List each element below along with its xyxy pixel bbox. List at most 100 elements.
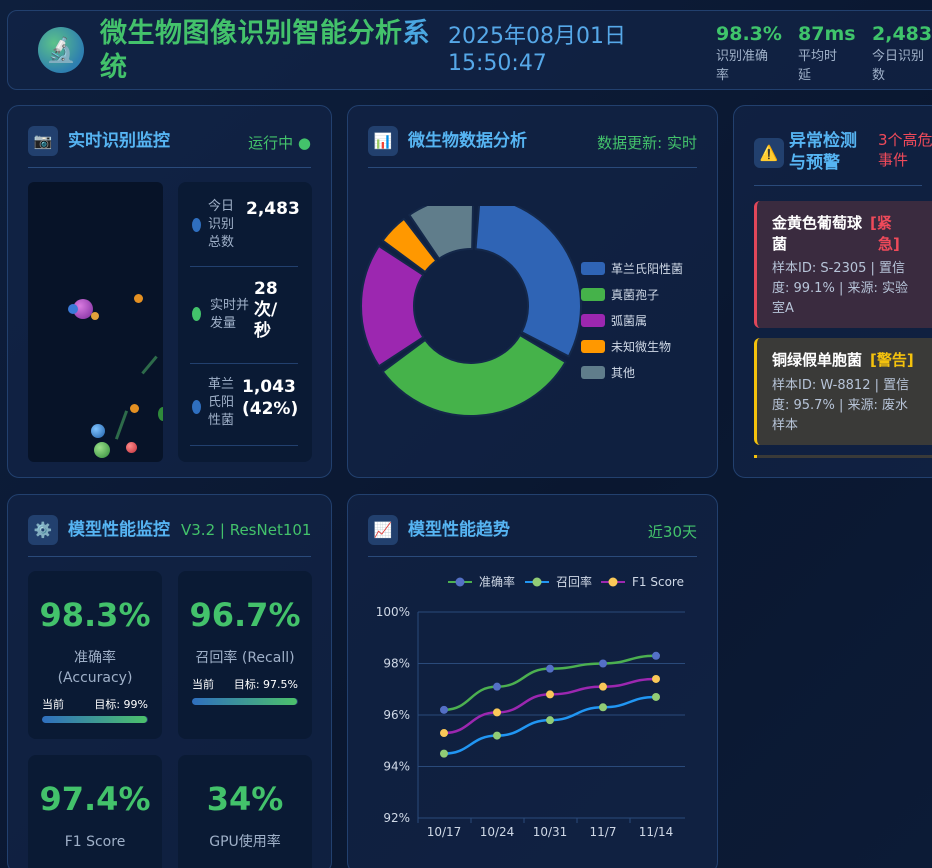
data-point[interactable] — [440, 749, 448, 758]
legend-swatch — [581, 262, 605, 275]
performance-trend-panel: 📈 模型性能趋势 近30天 准确率 召回率 F1 Score 92% 94% 96% 98%… — [347, 494, 718, 868]
legend-label: 召回率 — [556, 574, 592, 589]
realtime-monitor-panel: 📷 实时识别监控 运行中 ● 今日 识别 总数 2,483 实时并 发量 — [7, 105, 332, 478]
kpi-accuracy: 98.3% 识别准确 率 — [716, 23, 782, 83]
alert-item[interactable]: 金黄色葡萄球 [紧菌急] 样本ID: S-2305 | 置信 度: 99.1% | … — [754, 201, 932, 328]
trend-icon: 📈 — [368, 515, 398, 545]
bullet-icon — [192, 400, 201, 414]
legend-swatch — [581, 314, 605, 327]
microscope-view[interactable] — [28, 182, 163, 462]
stat-today-total: 今日 识别 总数 2,483 — [190, 182, 300, 267]
legend-swatch — [581, 288, 605, 301]
model-version: V3.2 | ResNet101 — [181, 521, 312, 539]
donut-slice[interactable] — [408, 206, 475, 260]
metric-f1: 97.4% F1 Score — [28, 755, 162, 868]
y-tick-label: 100% — [376, 605, 410, 619]
update-status: 数据更新: 实时 — [597, 134, 697, 152]
panel-title: 模型性能趋势 — [408, 520, 510, 540]
data-point[interactable] — [652, 674, 660, 683]
stat-concurrency: 实时并 发量 28 次/秒 — [190, 267, 298, 364]
alert-item[interactable]: 铜绿假单胞菌 [警告] 样本ID: W-8812 | 置信 度: 95.7% | 来… — [754, 338, 932, 445]
data-point[interactable] — [652, 651, 660, 660]
current-date: 2025年08月01日 — [448, 24, 626, 49]
cell-blob — [94, 442, 110, 458]
legend-marker — [455, 577, 465, 587]
legend-label: 弧菌属 — [611, 314, 648, 328]
alert-count: 3个高危 事件 — [878, 131, 932, 169]
data-point[interactable] — [546, 716, 554, 725]
x-tick-label: 11/7 — [590, 825, 617, 839]
data-point[interactable] — [546, 690, 554, 699]
cell-blob — [158, 407, 163, 421]
top-header: 🔬 微生物图像识别智能分析系统 2025年08月01日 15:50:47 98.… — [7, 10, 932, 90]
cell-blob — [73, 299, 93, 319]
metric-recall: 96.7% 召回率 (Recall) 当前 目标: 97.5% — [178, 571, 312, 739]
legend-marker — [608, 577, 618, 587]
stat-gram-positive: 革兰 氏阳 性菌 1,043 (42%) — [190, 364, 298, 446]
alert-item-partial — [754, 455, 932, 458]
progress-bar — [192, 698, 298, 705]
panel-title: 异常检测 与预警 — [789, 131, 857, 173]
x-tick-label: 10/24 — [480, 825, 515, 839]
y-tick-label: 98% — [383, 657, 410, 671]
kpi-today-count: 2,483 今日识别 数 — [872, 23, 932, 83]
kpi-latency: 87ms 平均时 延 — [798, 23, 856, 83]
bullet-icon — [192, 218, 201, 232]
metric-gpu: 34% GPU使用率 — [178, 755, 312, 868]
cell-blob — [126, 442, 137, 453]
cell-blob — [68, 304, 78, 314]
status-badge: 运行中 ● — [248, 134, 311, 152]
legend-label: 其他 — [611, 366, 636, 380]
trend-line-chart[interactable]: 准确率 召回率 F1 Score 92% 94% 96% 98% 100% 10/17 10/24… — [348, 565, 718, 868]
cell-blob — [91, 312, 99, 320]
legend-label: 准确率 — [479, 574, 515, 589]
donut-slice[interactable] — [474, 206, 582, 358]
panel-title: 实时识别监控 — [68, 131, 170, 151]
cell-blob — [130, 404, 139, 413]
legend-swatch — [581, 366, 605, 379]
data-point[interactable] — [599, 703, 607, 712]
legend-label: 革兰氏阳性菌 — [611, 262, 684, 276]
donut-slice[interactable] — [381, 217, 438, 274]
legend-label: 真菌孢子 — [611, 288, 660, 302]
model-performance-panel: ⚙️ 模型性能监控 V3.2 | ResNet101 98.3% 准确率 (Ac… — [7, 494, 332, 868]
current-time: 15:50:47 — [448, 51, 547, 76]
alert-organism: 铜绿假单胞菌 [警告] — [772, 351, 914, 369]
data-point[interactable] — [493, 731, 501, 740]
legend-label: 未知微生物 — [611, 340, 672, 354]
panel-title: 模型性能监控 — [68, 520, 170, 540]
app-title: 微生物图像识别智能分析系统 — [100, 18, 430, 83]
x-tick-label: 11/14 — [639, 825, 674, 839]
y-tick-label: 94% — [383, 760, 410, 774]
rod-bacteria — [114, 410, 129, 440]
series-line — [443, 695, 657, 755]
x-tick-label: 10/17 — [427, 825, 462, 839]
legend-swatch — [581, 340, 605, 353]
data-point[interactable] — [546, 664, 554, 673]
data-point[interactable] — [440, 729, 448, 738]
y-tick-label: 96% — [383, 708, 410, 722]
cell-blob — [91, 424, 105, 438]
metric-accuracy: 98.3% 准确率 (Accuracy) 当前 目标: 99% — [28, 571, 162, 739]
donut-slice[interactable] — [360, 244, 425, 368]
x-tick-label: 10/31 — [533, 825, 568, 839]
microbe-analysis-panel: 📊 微生物数据分析 数据更新: 实时 革兰氏阳性菌 真菌孢子 弧菌属 未知微生物 其他 — [347, 105, 718, 478]
series-line — [443, 677, 657, 735]
bullet-icon — [192, 307, 201, 321]
data-point[interactable] — [440, 705, 448, 714]
progress-bar — [42, 716, 148, 723]
microbe-donut-chart[interactable] — [348, 206, 718, 466]
rod-bacteria — [141, 355, 158, 375]
alert-organism: 金黄色葡萄球 [紧菌急] — [772, 214, 900, 253]
data-point[interactable] — [599, 659, 607, 668]
data-point[interactable] — [493, 682, 501, 691]
realtime-stats: 今日 识别 总数 2,483 实时并 发量 28 次/秒 革兰 氏阳 性菌 1,043 (42… — [178, 182, 312, 462]
alert-detail: 样本ID: W-8812 | 置信 度: 95.7% | 来源: 废水 样本 — [772, 378, 910, 433]
cell-blob — [134, 294, 143, 303]
bar-chart-icon: 📊 — [368, 126, 398, 156]
donut-slice[interactable] — [381, 334, 567, 417]
data-point[interactable] — [652, 692, 660, 701]
data-point[interactable] — [599, 682, 607, 691]
alert-detail: 样本ID: S-2305 | 置信 度: 99.1% | 来源: 实验 室A — [772, 261, 908, 316]
data-point[interactable] — [493, 708, 501, 717]
